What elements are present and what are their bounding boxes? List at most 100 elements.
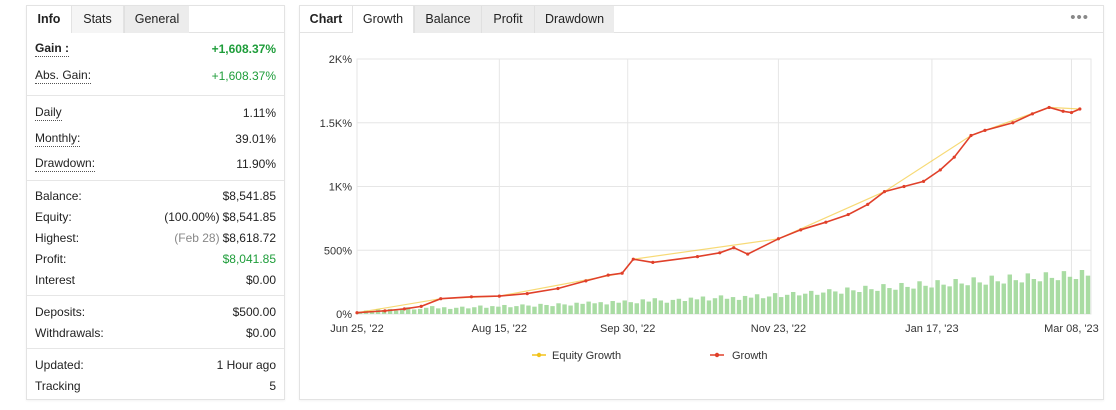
volume-bar [628,302,633,314]
volume-bar [598,302,603,314]
volume-bar [610,301,615,314]
abs-gain-value: +1,608.37% [211,69,276,83]
volume-bar [1001,283,1006,314]
volume-bar [622,300,627,314]
volume-bar [646,301,652,314]
tab-profit[interactable]: Profit [481,6,534,33]
growth-point [732,246,736,250]
x-tick-label: Nov 23, '22 [751,323,806,335]
growth-point [952,155,956,159]
volume-bar [1043,272,1049,314]
updated-label: Updated: [35,358,84,372]
growth-point [606,273,610,277]
stat-row-monthly: Monthly: 39.01% [35,129,276,149]
x-tick-label: Aug 15, '22 [472,323,527,335]
drawdown-value: 11.90% [236,157,276,171]
volume-bar [929,287,934,314]
tab-info[interactable]: Info [27,6,71,33]
volume-bar [490,306,495,314]
volume-bar [568,305,573,314]
gain-value: +1,608.37% [211,42,276,56]
equity-percent: (100.00%) [164,210,220,224]
volume-bar [766,296,772,314]
volume-bar [454,307,459,314]
volume-bar [592,303,597,314]
volume-bar [574,302,579,314]
monthly-label[interactable]: Monthly: [35,131,81,147]
abs-gain-label[interactable]: Abs. Gain: [35,68,92,84]
volume-bar [676,298,682,314]
growth-point [525,292,529,296]
volume-bar [484,307,489,314]
stat-row-balance: Balance: $8,541.85 [35,186,276,206]
tracking-value[interactable]: 5 [269,379,276,393]
volume-bar [682,301,688,314]
growth-point [902,184,906,189]
daily-label[interactable]: Daily [35,105,62,121]
tab-drawdown[interactable]: Drawdown [534,6,614,33]
tab-stats[interactable]: Stats [71,6,124,33]
volume-bar [604,304,609,314]
stat-row-deposits: Deposits: $500.00 [35,302,276,322]
volume-bar [1085,275,1091,314]
x-tick-label: Jun 25, '22 [330,323,383,335]
volume-bar [448,308,453,314]
volume-bar [664,302,670,314]
volume-bar [496,306,501,314]
growth-point [439,297,443,301]
volume-bar [466,308,471,314]
balance-value: $8,541.85 [222,189,276,203]
x-tick-label: Jan 17, '23 [905,323,958,335]
y-tick-label: 0% [336,309,352,321]
growth-point [695,255,700,259]
deposits-value: $500.00 [232,305,276,319]
tab-growth[interactable]: Growth [352,6,414,33]
growth-line [356,106,1081,314]
volume-bar [417,308,423,314]
growth-point [799,228,803,232]
volume-bar [1049,277,1055,314]
volume-bar [1067,276,1073,314]
volume-bar [941,284,946,314]
stat-row-daily: Daily 1.11% [35,103,276,123]
balance-label: Balance: [35,189,82,203]
chart-title-tab: Chart [309,12,343,26]
growth-point [969,133,973,138]
more-dots-icon[interactable]: ••• [1070,9,1089,26]
volume-bar [827,289,832,314]
volume-bar [658,300,664,314]
volume-bar [778,297,784,314]
volume-bar [1079,270,1085,314]
stat-row-withdrawals: Withdrawals: $0.00 [35,323,276,343]
legend-growth[interactable]: Growth [732,350,767,362]
withdrawals-label: Withdrawals: [35,326,104,340]
legend-equity-growth[interactable]: Equity Growth [552,350,621,362]
growth-point [983,128,987,132]
growth-point [419,304,423,308]
volume-bar [857,292,862,314]
growth-point [866,202,870,206]
volume-bar [429,306,435,314]
volume-bar [586,301,591,314]
volume-bar [953,279,958,314]
growth-point [846,212,850,217]
growth-point [1030,112,1034,116]
growth-point [1047,105,1051,110]
tab-general[interactable]: General [124,6,189,33]
gain-label[interactable]: Gain : [35,41,70,57]
monthly-value: 39.01% [235,132,276,146]
growth-point [631,257,635,261]
volume-bar [893,289,898,314]
volume-bar [833,291,838,314]
volume-bar [917,281,922,314]
equity-label: Equity: [35,210,72,224]
highest-date: (Feb 28) [174,231,220,245]
volume-bar [971,277,976,314]
volume-bar [965,285,970,314]
volume-bar [520,304,525,314]
interest-label: Interest [35,273,76,287]
tab-balance[interactable]: Balance [414,6,481,33]
drawdown-label[interactable]: Drawdown: [35,156,96,172]
divider [27,180,284,181]
volume-bar [815,294,820,314]
